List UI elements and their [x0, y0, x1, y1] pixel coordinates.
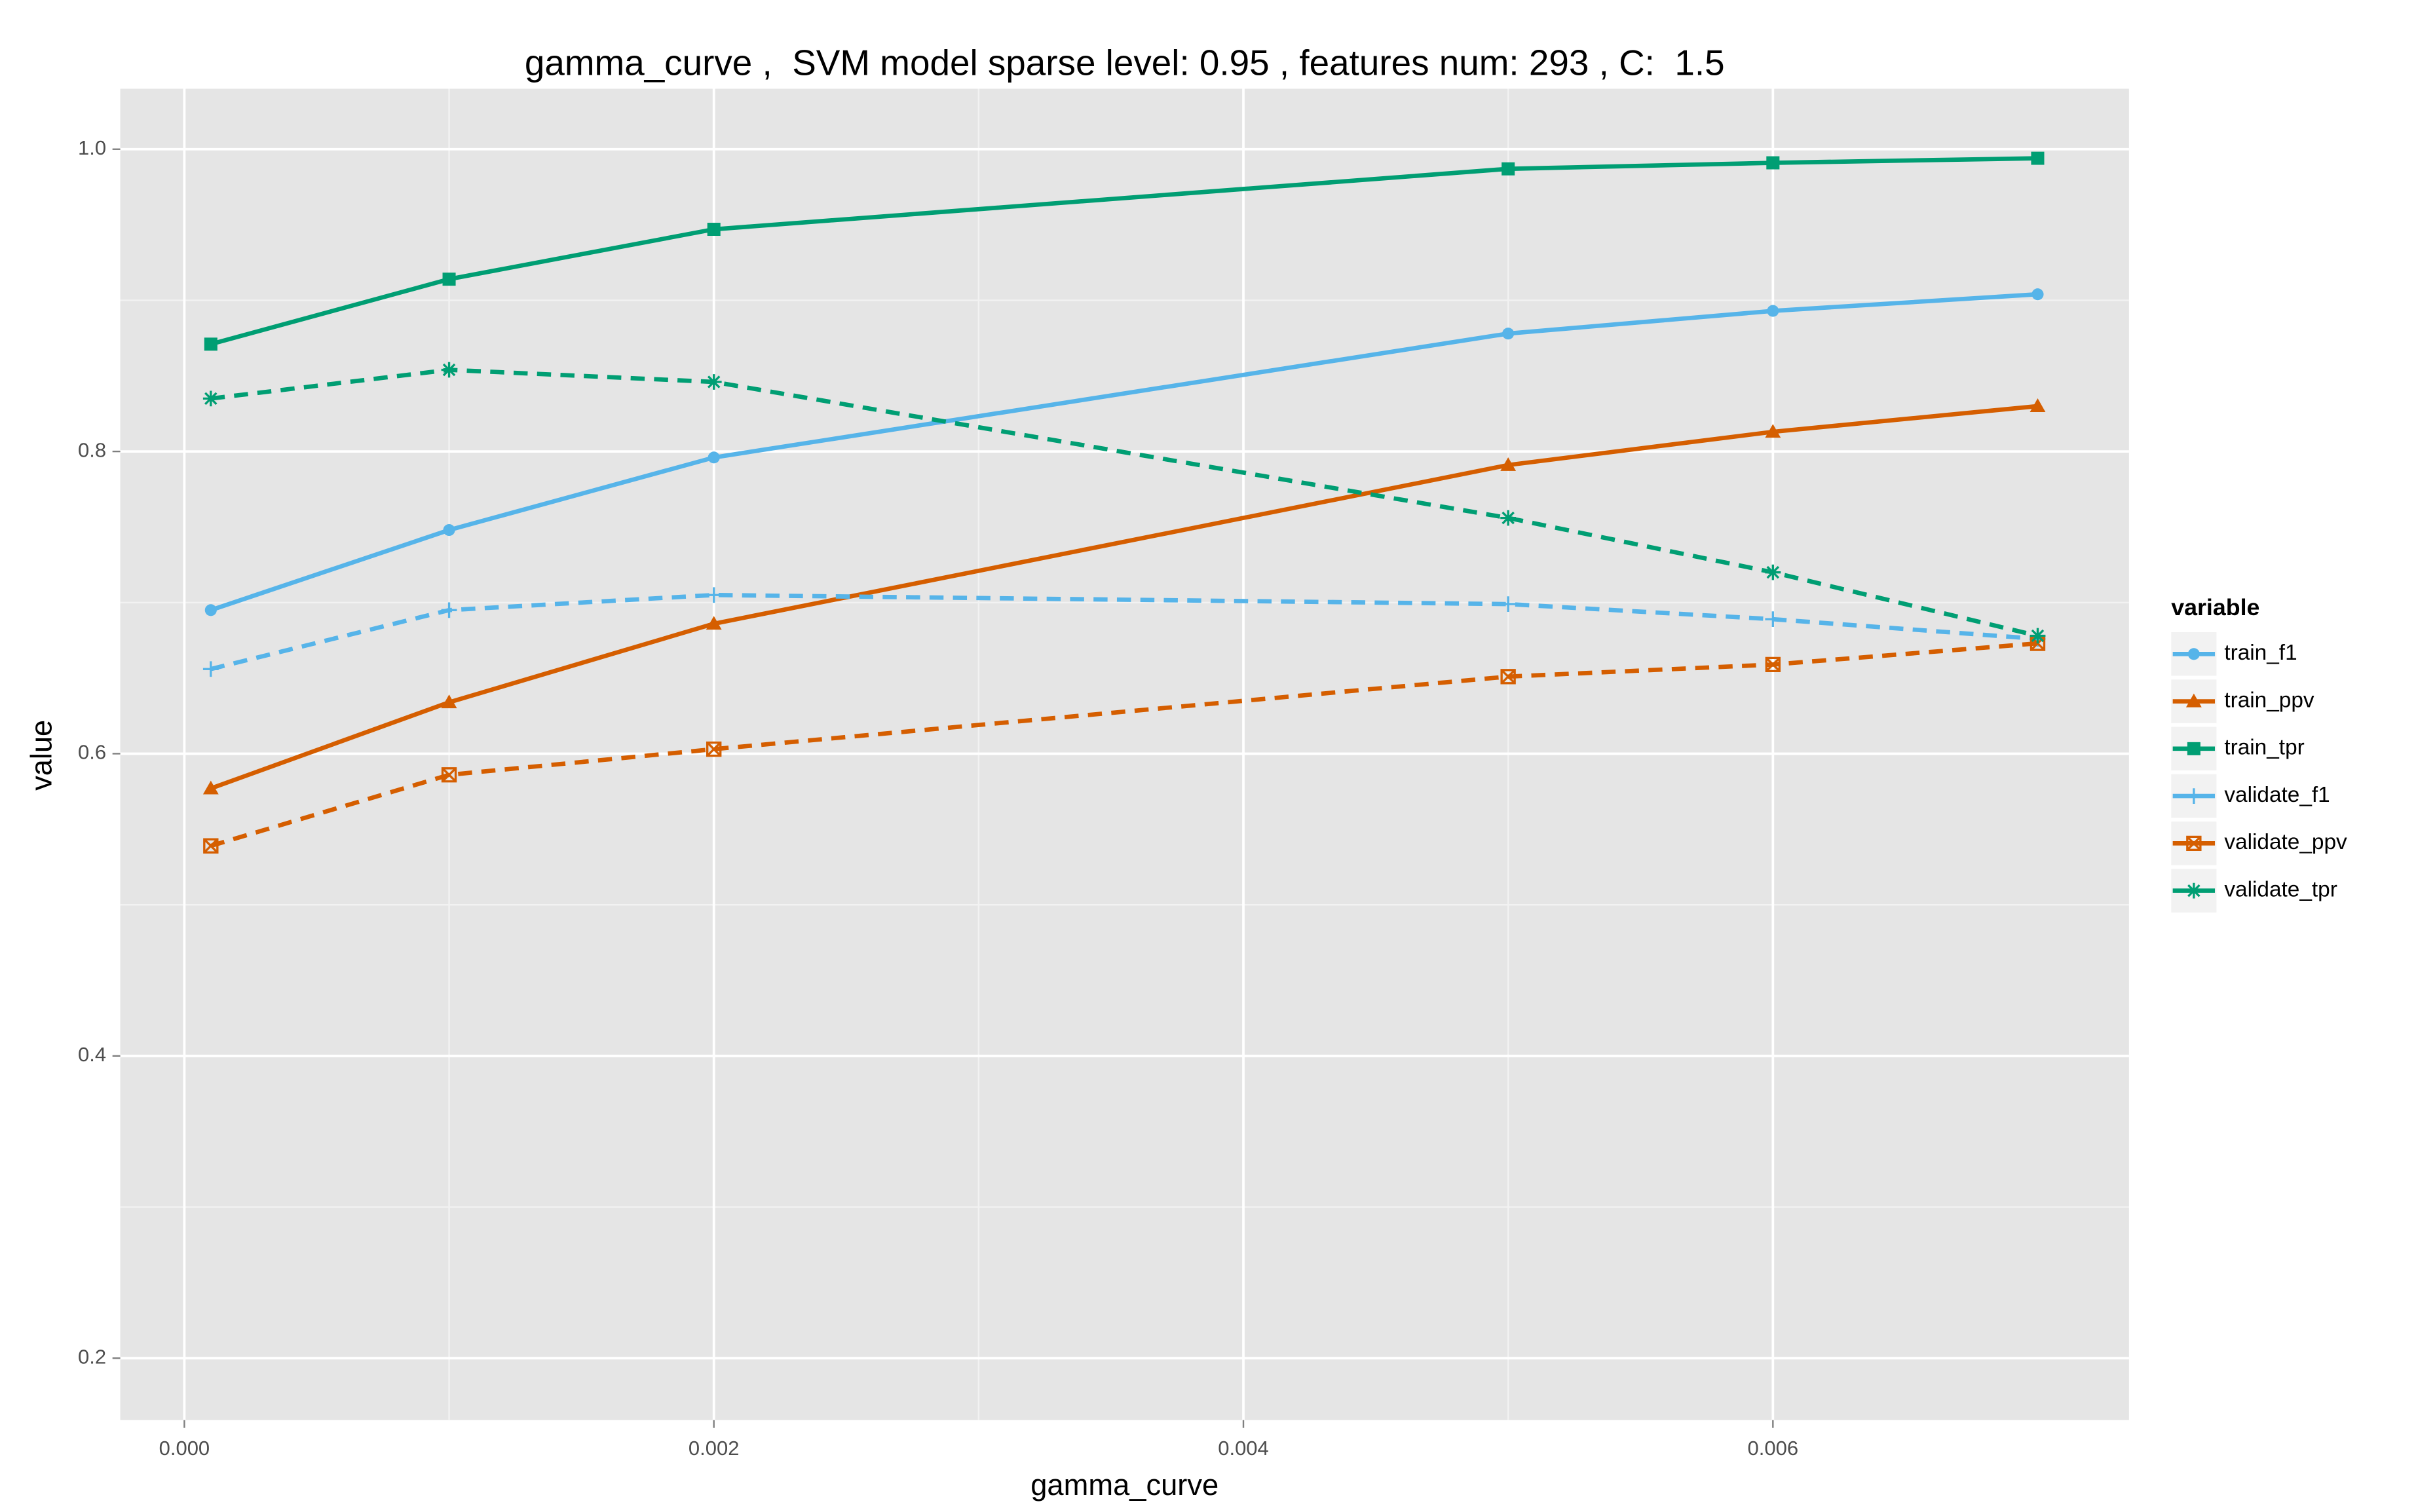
marker — [706, 741, 722, 757]
y-tick-label: 0.8 — [78, 438, 106, 461]
marker — [2030, 398, 2046, 412]
legend-label: train_f1 — [2224, 641, 2297, 665]
legend-label: train_tpr — [2224, 736, 2304, 760]
legend: variable train_f1 train_ppv train_tprvalid… — [2171, 594, 2347, 913]
series-line — [210, 404, 2038, 791]
chart-title: gamma_curve , SVM model sparse level: 0.… — [525, 42, 1725, 83]
marker — [2186, 835, 2202, 851]
marker — [1502, 162, 1515, 176]
marker — [2185, 882, 2202, 899]
marker — [204, 337, 217, 351]
marker — [2185, 693, 2202, 708]
x-tick-label: 0.006 — [1748, 1437, 1799, 1460]
marker — [202, 390, 219, 407]
marker — [442, 273, 456, 286]
y-tick-label: 1.0 — [78, 136, 106, 159]
marker — [1500, 596, 1517, 612]
marker — [2030, 628, 2046, 644]
marker — [2187, 648, 2200, 660]
marker — [1500, 510, 1517, 526]
marker — [1500, 669, 1516, 685]
legend-label: validate_ppv — [2224, 830, 2347, 854]
y-tick-label: 0.2 — [78, 1345, 106, 1368]
series-line — [210, 292, 2038, 613]
y-axis-label: value — [25, 720, 58, 791]
marker — [1766, 156, 1780, 170]
marker — [2031, 151, 2045, 165]
marker — [441, 767, 457, 783]
marker — [1765, 564, 1781, 580]
marker — [202, 780, 219, 795]
marker — [2185, 788, 2202, 804]
marker — [706, 374, 722, 390]
marker — [708, 451, 720, 464]
marker — [2031, 288, 2044, 301]
series-line — [210, 156, 2038, 347]
marker — [1765, 424, 1781, 438]
legend-label: validate_f1 — [2224, 783, 2330, 807]
marker — [441, 694, 457, 709]
marker — [1765, 611, 1781, 628]
marker — [441, 362, 457, 378]
y-tick-label: 0.6 — [78, 741, 106, 764]
marker — [441, 602, 457, 618]
marker — [706, 587, 722, 603]
marker — [204, 604, 217, 616]
legend-title: variable — [2171, 594, 2259, 620]
series-line — [210, 368, 2039, 638]
marker — [1500, 457, 1517, 471]
marker — [706, 616, 722, 630]
series-group — [202, 151, 2046, 854]
marker — [1502, 328, 1515, 340]
marker — [2187, 742, 2201, 755]
x-axis-label: gamma_curve — [1030, 1468, 1218, 1502]
marker — [443, 524, 455, 537]
x-tick-label: 0.002 — [689, 1437, 740, 1460]
legend-label: train_ppv — [2224, 688, 2314, 712]
marker — [202, 661, 219, 677]
marker — [203, 838, 219, 854]
y-tick-label: 0.4 — [78, 1043, 106, 1066]
series-line — [210, 641, 2038, 848]
legend-label: validate_tpr — [2224, 877, 2337, 901]
x-tick-label: 0.000 — [159, 1437, 210, 1460]
marker — [1765, 656, 1781, 673]
marker — [1767, 305, 1779, 317]
marker — [707, 223, 721, 236]
x-tick-label: 0.004 — [1218, 1437, 1269, 1460]
